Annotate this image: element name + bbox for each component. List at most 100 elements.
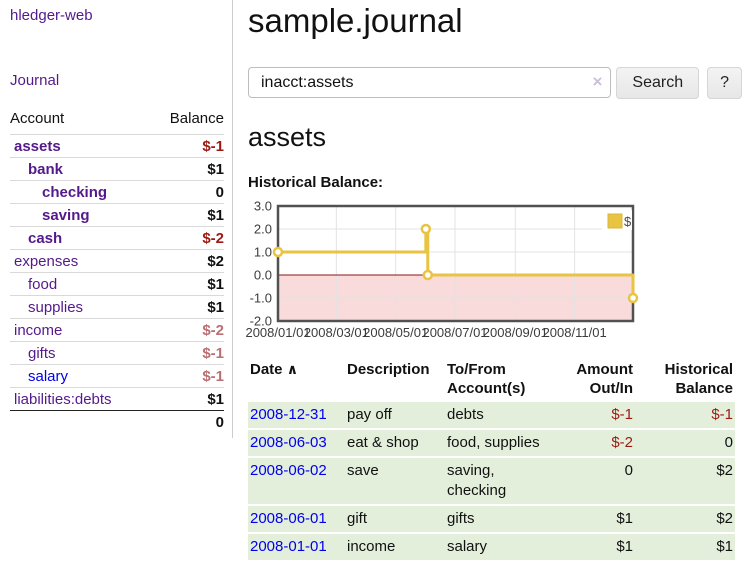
accounts-total-row: 0 — [10, 410, 224, 434]
transaction-description: eat & shop — [345, 429, 445, 458]
account-link[interactable]: assets — [14, 137, 61, 155]
app-title-link[interactable]: hledger-web — [10, 7, 93, 24]
sort-ascending-icon: ∧ — [286, 361, 299, 377]
account-balance: $1 — [207, 390, 224, 408]
account-row: income $-2 — [10, 318, 224, 342]
account-balance: $-1 — [202, 344, 224, 362]
account-link[interactable]: expenses — [14, 252, 79, 270]
transaction-description: income — [345, 533, 445, 562]
transaction-date-link[interactable]: 2008-06-01 — [250, 510, 327, 527]
svg-text:-1.0: -1.0 — [250, 291, 272, 306]
col-date-header[interactable]: Date ∧ — [248, 360, 345, 402]
page-title: sample.journal — [248, 2, 463, 39]
account-heading: assets — [248, 122, 327, 152]
svg-text:2008/11/01: 2008/11/01 — [543, 325, 607, 340]
account-row: bank $1 — [10, 157, 224, 181]
account-link[interactable]: food — [28, 275, 58, 293]
account-link[interactable]: income — [14, 321, 63, 339]
account-link[interactable]: cash — [28, 229, 63, 247]
account-balance: $-2 — [202, 229, 224, 247]
account-row: saving $1 — [10, 203, 224, 227]
accounts-header-row: Account Balance — [10, 110, 224, 135]
transaction-date-link[interactable]: 2008-06-02 — [250, 462, 327, 479]
search-input[interactable] — [248, 67, 612, 98]
svg-text:2008/03/01: 2008/03/01 — [304, 325, 369, 340]
svg-text:0.0: 0.0 — [254, 268, 272, 283]
account-row: food $1 — [10, 272, 224, 296]
register-header-row: Date ∧ Description To/From Account(s) Am… — [248, 360, 735, 402]
svg-text:1.0: 1.0 — [254, 245, 272, 260]
accounts-col-account: Account — [10, 110, 65, 127]
account-balance: $-2 — [202, 321, 224, 339]
sidebar: hledger-web Journal Account Balance asse… — [0, 0, 233, 438]
col-accounts-header: To/From Account(s) — [445, 360, 545, 402]
account-row: assets $-1 — [10, 134, 224, 158]
transaction-accounts: debts — [445, 402, 545, 430]
account-balance: $2 — [207, 252, 224, 270]
transaction-date-link[interactable]: 2008-12-31 — [250, 406, 327, 423]
col-amount-header: Amount Out/In — [545, 360, 635, 402]
transaction-balance: $2 — [635, 505, 735, 534]
journal-link[interactable]: Journal — [10, 72, 60, 89]
col-date-label: Date — [250, 361, 283, 378]
transaction-row[interactable]: 2008-12-31 pay off debts $-1 $-1 — [248, 402, 735, 430]
svg-text:2008/09/01: 2008/09/01 — [483, 325, 548, 340]
account-link[interactable]: checking — [42, 183, 108, 201]
transaction-balance: $2 — [635, 457, 735, 506]
svg-text:2008/07/01: 2008/07/01 — [422, 325, 487, 340]
transaction-row[interactable]: 2008-06-03 eat & shop food, supplies $-2… — [248, 429, 735, 458]
account-link[interactable]: salary — [28, 367, 69, 385]
svg-text:$: $ — [624, 214, 632, 229]
account-link[interactable]: saving — [42, 206, 90, 224]
transaction-amount: $1 — [545, 533, 635, 562]
chart-title: Historical Balance: — [248, 174, 384, 191]
clear-search-icon[interactable]: × — [592, 72, 603, 91]
transaction-accounts: food, supplies — [445, 429, 545, 458]
transaction-accounts: gifts — [445, 505, 545, 534]
account-row: supplies $1 — [10, 295, 224, 319]
svg-text:2008/05/01: 2008/05/01 — [363, 325, 428, 340]
transaction-row[interactable]: 2008-01-01 income salary $1 $1 — [248, 533, 735, 562]
account-link[interactable]: bank — [28, 160, 64, 178]
transaction-row[interactable]: 2008-06-01 gift gifts $1 $2 — [248, 505, 735, 534]
account-row: gifts $-1 — [10, 341, 224, 365]
register-table: Date ∧ Description To/From Account(s) Am… — [248, 360, 735, 562]
svg-text:3.0: 3.0 — [254, 199, 272, 214]
account-balance: 0 — [215, 183, 224, 201]
accounts-table: Account Balance assets $-1 bank $1 check… — [10, 110, 224, 434]
main-content: sample.journal × Search ? assets Histori… — [245, 0, 742, 562]
account-balance: $-1 — [202, 137, 224, 155]
transaction-amount: 0 — [545, 457, 635, 506]
search-form: × Search ? — [248, 67, 742, 99]
account-row: checking 0 — [10, 180, 224, 204]
nav-journal: Journal — [10, 72, 224, 89]
svg-text:2.0: 2.0 — [254, 222, 272, 237]
transaction-amount: $1 — [545, 505, 635, 534]
transaction-balance: $-1 — [635, 402, 735, 430]
col-description-header: Description — [345, 360, 445, 402]
transaction-description: pay off — [345, 402, 445, 430]
transaction-balance: 0 — [635, 429, 735, 458]
account-link[interactable]: gifts — [28, 344, 56, 362]
transaction-date-link[interactable]: 2008-01-01 — [250, 538, 327, 555]
accounts-col-balance: Balance — [169, 110, 224, 127]
transaction-accounts: salary — [445, 533, 545, 562]
account-link[interactable]: supplies — [28, 298, 84, 316]
accounts-total-spacer — [10, 410, 150, 434]
account-balance: $1 — [207, 206, 224, 224]
account-link[interactable]: liabilities:debts — [14, 390, 112, 408]
transaction-balance: $1 — [635, 533, 735, 562]
svg-text:-2.0: -2.0 — [250, 314, 272, 329]
historical-balance-chart[interactable]: $3.0 2.0 1.0 0.0 -1.0 -2.02008/01/012008/03/0… — [245, 198, 640, 344]
account-row: salary $-1 — [10, 364, 224, 388]
transaction-row[interactable]: 2008-06-02 save saving, checking 0 $2 — [248, 457, 735, 506]
transaction-description: gift — [345, 505, 445, 534]
col-balance-header: Historical Balance — [635, 360, 735, 402]
help-button[interactable]: ? — [707, 67, 742, 99]
search-button[interactable]: Search — [616, 67, 700, 99]
transaction-date-link[interactable]: 2008-06-03 — [250, 434, 327, 451]
transaction-accounts: saving, checking — [445, 457, 545, 506]
account-balance: $1 — [207, 160, 224, 178]
account-row: expenses $2 — [10, 249, 224, 273]
account-balance: $1 — [207, 275, 224, 293]
